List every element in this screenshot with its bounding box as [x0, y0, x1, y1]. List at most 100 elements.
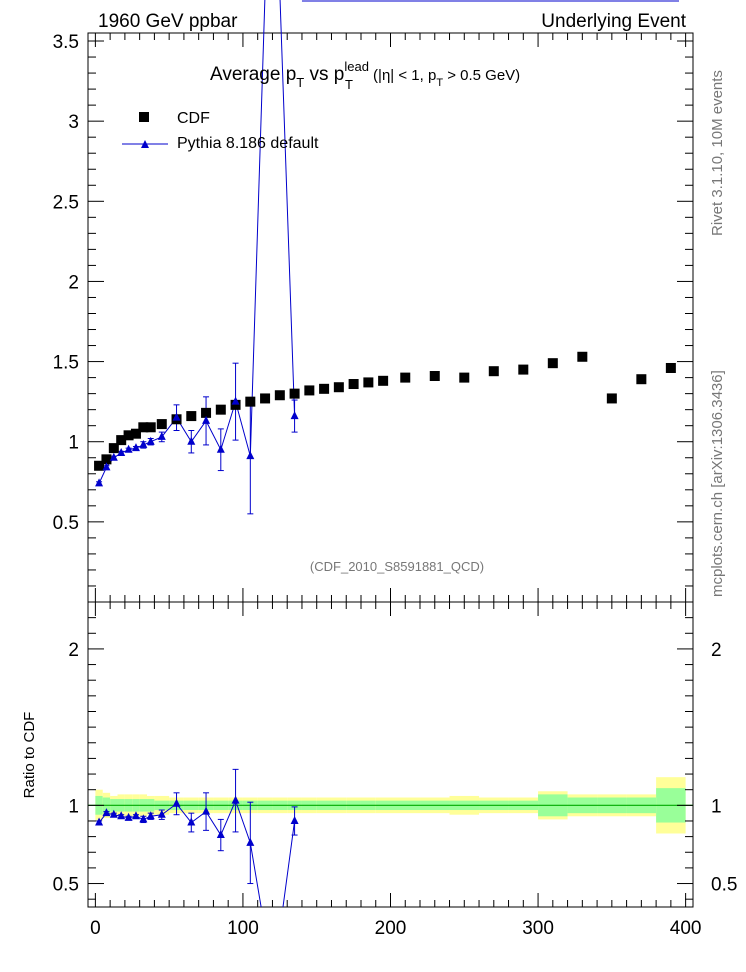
ratio-y-tick-label-right: 0.5 [711, 875, 737, 896]
cdf-data-point [145, 422, 156, 433]
title-sup: lead [344, 59, 369, 74]
mc-data-point [246, 451, 255, 460]
mc-data-point [117, 447, 126, 456]
cdf-data-point [518, 364, 529, 375]
ratio-y-tick-label-right: 1 [711, 796, 722, 817]
y-tick-label: 2.5 [53, 192, 79, 213]
cdf-data-point [606, 393, 617, 404]
mc-data-point [102, 462, 111, 471]
cdf-data-point [333, 382, 344, 393]
ratio-data-point [102, 808, 111, 817]
x-tick-label: 400 [670, 918, 702, 939]
cdf-data-point [363, 377, 374, 388]
mc-data-point [157, 431, 166, 440]
ratio-data-point [109, 809, 118, 818]
ratio-data-point [157, 809, 166, 818]
ratio-data-point [216, 830, 225, 839]
legend-cdf-label: CDF [177, 110, 210, 127]
x-tick-label: 0 [90, 918, 101, 939]
ratio-data-point [246, 837, 255, 846]
mc-data-point [95, 478, 104, 487]
ratio-y-tick-label-right: 2 [711, 640, 722, 661]
ratio-data-point [172, 798, 181, 807]
mc-data-point [172, 412, 181, 421]
x-tick-label: 200 [375, 918, 407, 939]
ratio-plot-frame [87, 601, 694, 908]
legend-pythia-marker [141, 140, 149, 148]
cdf-data-point [274, 390, 285, 401]
ratio-data-point [131, 811, 140, 820]
cdf-data-point [101, 454, 112, 465]
y-tick-label: 3.5 [53, 32, 79, 53]
x-tick-label: 300 [522, 918, 554, 939]
ratio-data-point [117, 811, 126, 820]
cdf-data-point [400, 372, 411, 383]
axis-tick-labels: 0 100 200 300 400 0.5 1 1.5 2 2.5 3 3.5 0.5 0.5 1 1 2 2 [53, 32, 738, 939]
cdf-data-point [665, 362, 676, 373]
cdf-data-point [201, 407, 212, 418]
y-tick-label: 1 [68, 433, 79, 454]
cdf-data-point [156, 419, 167, 430]
cdf-data-point [260, 393, 271, 404]
cdf-data-point [245, 396, 256, 407]
ratio-y-tick-label-left: 2 [68, 640, 79, 661]
cdf-data-point [319, 383, 330, 394]
mc-data-point [109, 452, 118, 461]
ratio-data-point [139, 814, 148, 823]
data-markers [94, 351, 676, 846]
title-sub-3: T [436, 77, 443, 89]
legend-pythia-label: Pythia 8.186 default [177, 135, 319, 152]
mc-data-point [131, 443, 140, 452]
ratio-y-tick-label-left: 0.5 [53, 875, 79, 896]
process-label: Underlying Event [541, 11, 686, 32]
cdf-data-point [577, 351, 588, 362]
cdf-data-point [636, 374, 647, 385]
ratio-data-point [290, 815, 299, 824]
title-sub-1: T [296, 75, 304, 90]
legend-cdf-marker [139, 112, 149, 122]
cdf-data-point [116, 435, 127, 446]
cdf-data-point [130, 428, 141, 439]
mc-data-point [124, 444, 133, 453]
plot-title: Average pT vs plead T (|η| < 1, pT > 0.5 … [210, 59, 520, 92]
ratio-data-point [202, 806, 211, 815]
mc-data-point [202, 415, 211, 424]
y-tick-label: 3 [68, 112, 79, 133]
y-tick-label: 1.5 [53, 353, 79, 374]
rivet-label: Rivet 3.1.10, 10M events [709, 70, 726, 236]
y-tick-label: 2 [68, 272, 79, 293]
title-sub-2: T [345, 77, 353, 92]
analysis-watermark: (CDF_2010_S8591881_QCD) [310, 559, 484, 574]
title-cut-1: (|η| < 1, p [369, 67, 436, 84]
cdf-data-point [304, 385, 315, 396]
cdf-data-point [378, 375, 389, 386]
mcplots-label: mcplots.cern.ch [arXiv:1306.3436] [709, 370, 726, 597]
cdf-data-point [348, 379, 359, 390]
ratio-y-tick-label-left: 1 [68, 796, 79, 817]
cdf-data-point [108, 443, 119, 454]
cdf-data-point [186, 411, 197, 422]
ratio-data-point [146, 811, 155, 820]
mc-data-point [146, 436, 155, 445]
mc-data-point [231, 396, 240, 405]
ratio-data-point [231, 795, 240, 804]
ratio-axis-label: Ratio to CDF [21, 712, 38, 799]
energy-label: 1960 GeV ppbar [98, 11, 238, 32]
cdf-data-point [94, 460, 105, 471]
cdf-data-point [488, 366, 499, 377]
mc-data-point [187, 436, 196, 445]
title-main: Average p [210, 64, 296, 85]
cdf-data-point [429, 371, 440, 382]
cdf-data-point [547, 358, 558, 369]
title-cut-2: > 0.5 GeV) [443, 67, 520, 84]
ratio-data-point [95, 817, 104, 826]
cdf-data-point [230, 399, 241, 410]
axis-ticks [88, 33, 693, 907]
cdf-data-point [215, 404, 226, 415]
cdf-data-point [123, 430, 134, 441]
cdf-data-point [289, 388, 300, 399]
ratio-data-point [124, 812, 133, 821]
mc-data-point [139, 439, 148, 448]
mc-data-point [290, 411, 299, 420]
